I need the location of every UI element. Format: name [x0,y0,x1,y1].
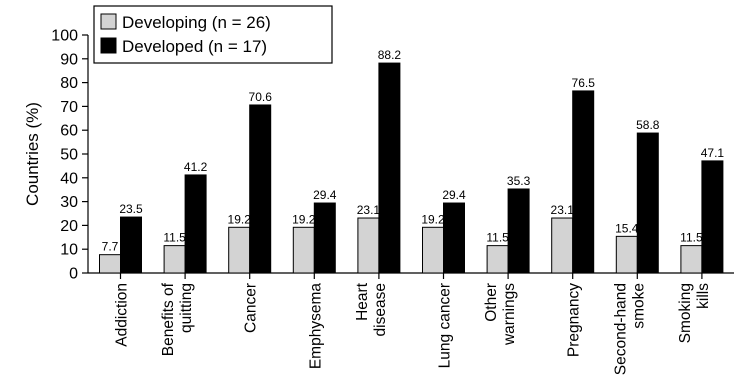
y-tick-label: 0 [69,266,78,283]
category-label: disease [372,283,389,336]
y-tick-label: 100 [51,28,78,45]
data-label: 19.2 [421,212,445,226]
bar-developed [507,188,530,274]
legend-label: Developing (n = 26) [122,13,271,32]
data-label: 15.4 [615,221,639,235]
category-label: Heart [354,282,371,321]
y-tick-label: 70 [60,99,78,116]
bar-developing [422,226,444,274]
bar-developing [615,235,638,274]
category-label: Other [483,283,500,322]
bar-developed [701,160,724,274]
data-label: 23.1 [357,203,381,217]
category-label: Second-hand [612,283,629,375]
bar-developed [572,90,595,274]
data-labels: 7.7 23.5 11.5 41.2 19.2 70.6 19.2 29.4 23.1 88.2 1… [102,48,725,254]
data-label: 23.5 [119,202,143,216]
category-label: smoke [630,283,647,329]
bar-developed [249,104,272,274]
y-tick-label: 80 [60,75,78,92]
bar-developing [551,217,574,274]
category-label: Smoking [677,283,694,343]
category-label: Emphysema [307,283,324,370]
data-label: 11.5 [680,231,703,245]
data-label: 47.1 [701,146,725,160]
axes: 0 10 20 30 40 50 60 70 80 90 100 Countries (%) [23,28,734,283]
bar-developing [357,217,380,274]
y-tick-label: 90 [60,51,78,68]
y-axis-title: Countries (%) [23,102,42,206]
bar-developed [120,216,142,274]
data-label: 29.4 [313,188,337,202]
y-tick-label: 50 [60,147,78,164]
bar-developing [486,245,509,274]
data-label: 11.5 [486,231,509,245]
data-label: 58.8 [636,118,660,132]
legend-box [93,5,333,64]
category-label: quitting [178,283,195,333]
bars [99,62,724,274]
bar-developed [443,202,465,274]
data-label: 35.3 [507,174,531,188]
bar-developing [292,226,315,274]
category-label: Benefits of [160,282,177,356]
data-label: 88.2 [378,48,402,62]
bar-developing [680,245,703,274]
data-label: 70.6 [249,90,273,104]
data-label: 11.5 [163,231,186,245]
category-label: warnings [501,283,518,346]
legend: Developing (n = 26) Developed (n = 17) [93,5,333,64]
data-label: 29.4 [442,188,466,202]
bar-developed [184,174,207,274]
bar-developing [163,245,186,274]
data-label: 19.2 [292,212,316,226]
category-label: Lung cancer [437,283,454,368]
data-label: 7.7 [102,240,119,254]
y-tick-label: 10 [60,242,78,259]
category-label: Cancer [243,283,260,333]
data-label: 23.1 [551,203,575,217]
category-labels: Addiction Benefits of quitting Cancer Emphys… [114,282,712,375]
category-label: Pregnancy [566,283,583,357]
bar-developing [228,226,251,274]
bar-developed [636,132,659,274]
category-label: Addiction [114,283,131,347]
legend-swatch [100,37,117,54]
data-label: 41.2 [184,160,208,174]
bar-developed [313,202,336,274]
data-label: 76.5 [572,76,596,90]
bar-developed [378,62,401,274]
y-tick-label: 40 [60,170,78,187]
y-tick-label: 30 [60,194,78,211]
category-label: kills [695,283,712,309]
legend-swatch [100,13,117,30]
legend-label: Developed (n = 17) [122,37,267,56]
y-tick-label: 20 [60,218,78,235]
bar-developing [99,254,121,274]
y-tick-label: 60 [60,123,78,140]
data-label: 19.2 [228,212,252,226]
